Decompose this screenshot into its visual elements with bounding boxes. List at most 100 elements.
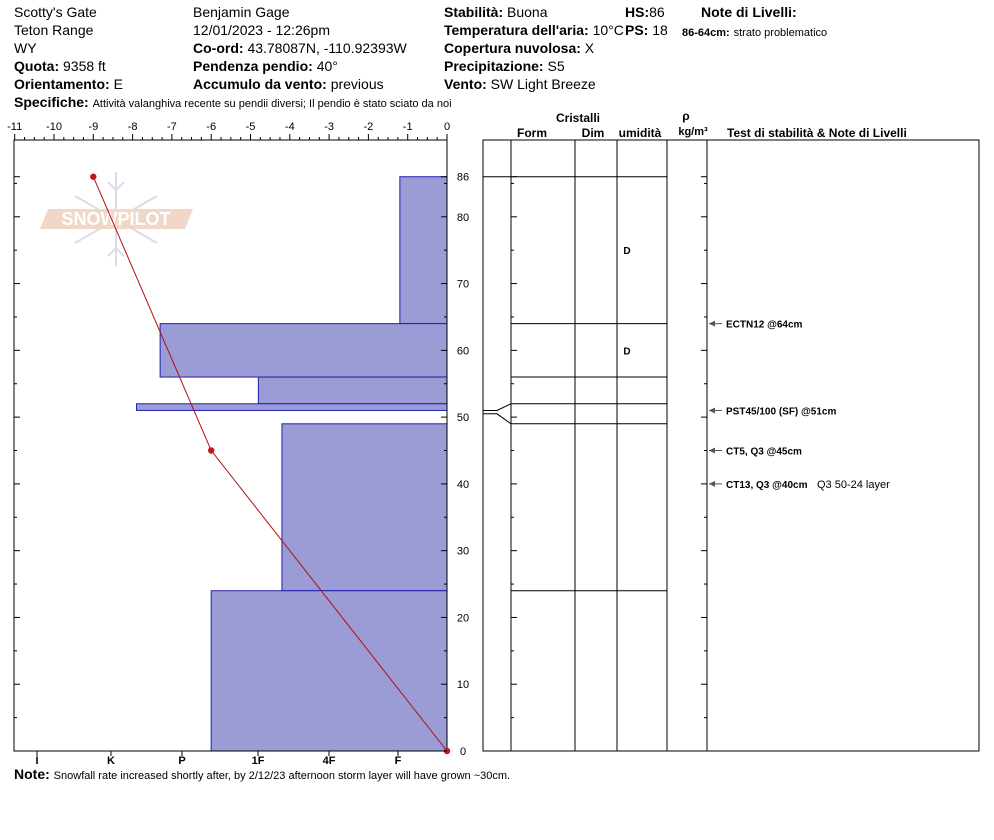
stability-test-label: CT5, Q3 @45cm xyxy=(726,447,802,458)
temp-tick-label: -3 xyxy=(324,121,334,133)
stability-row: Stabilità: Buona xyxy=(444,4,548,21)
coord-row: Co-ord: 43.78087N, -110.92393W xyxy=(193,40,407,57)
test-arrow-head xyxy=(709,407,715,414)
snowpilot-logo: SNOWPILOT xyxy=(40,172,193,266)
hs-row: HS:86 xyxy=(625,4,665,21)
hardness-label: 1F xyxy=(252,755,265,767)
wind-value: SW Light Breeze xyxy=(490,76,596,92)
observer-name: Benjamin Gage xyxy=(193,4,290,20)
moisture-value: D xyxy=(623,346,630,357)
test-arrow-head xyxy=(709,320,715,327)
temp-tick-label: -10 xyxy=(46,121,62,133)
height-tick-label: 30 xyxy=(457,546,469,558)
height-tick-label: 10 xyxy=(457,679,469,691)
height-tick-label: 50 xyxy=(457,412,469,424)
sky-value: X xyxy=(584,40,595,56)
hardness-label: I xyxy=(35,755,38,767)
wind-row: Vento: SW Light Breeze xyxy=(444,76,596,93)
note-text: Snowfall rate increased shortly after, b… xyxy=(53,770,511,782)
stability-test-label: ECTN12 @64cm xyxy=(726,320,803,331)
temp-tick-label: -7 xyxy=(167,121,177,133)
specifics-text: Attività valanghiva recente su pendii di… xyxy=(92,98,452,110)
temp-tick-label: -2 xyxy=(364,121,374,133)
header-density-unit: kg/m³ xyxy=(678,126,708,138)
coord-label: Co-ord: xyxy=(193,40,244,56)
logo-text: SNOWPILOT xyxy=(62,209,171,229)
state: WY xyxy=(14,40,37,56)
wind-loading-value: previous xyxy=(330,76,384,92)
ps-value: 18 xyxy=(652,22,668,38)
temp-tick-label: -8 xyxy=(128,121,138,133)
stability-label: Stabilità: xyxy=(444,4,504,20)
layer-note-range: 86-64cm: xyxy=(682,27,730,39)
wind-label: Vento: xyxy=(444,76,487,92)
mountain-range: Teton Range xyxy=(14,22,94,38)
precip-row: Precipitazione: S5 xyxy=(444,58,565,75)
hardness-layer-bar xyxy=(159,323,448,378)
aspect-value: E xyxy=(113,76,123,92)
stability-value: Buona xyxy=(507,4,548,20)
temperature-point xyxy=(90,173,97,180)
hardness-label: K xyxy=(107,755,115,767)
temp-tick-label: -5 xyxy=(246,121,256,133)
header-cristalli: Cristalli xyxy=(556,111,600,125)
slope-label: Pendenza pendio: xyxy=(193,58,313,74)
note-label: Note: xyxy=(14,766,50,782)
layer-connector xyxy=(483,403,512,411)
moisture-value: D xyxy=(623,246,630,257)
precip-label: Precipitazione: xyxy=(444,58,544,74)
note-row: Note: Snowfall rate increased shortly af… xyxy=(14,766,510,785)
air-temp-row: Temperatura dell'aria: 10°C xyxy=(444,22,624,39)
stability-test-label: PST45/100 (SF) @51cm xyxy=(726,406,836,417)
hardness-layer-bar xyxy=(210,590,448,752)
aspect-label: Orientamento: xyxy=(14,76,110,92)
header-umidita: umidità xyxy=(619,126,662,140)
temp-tick-label: -4 xyxy=(285,121,295,133)
elevation-value: 9358 ft xyxy=(63,58,106,74)
height-tick-label: 80 xyxy=(457,212,469,224)
temp-tick-label: -11 xyxy=(7,121,22,133)
hardness-label: P xyxy=(178,755,185,767)
stability-test-note: Q3 50-24 layer xyxy=(817,479,890,491)
temp-tick-label: -6 xyxy=(206,121,216,133)
hardness-layer-bar xyxy=(281,423,448,592)
layer-connector xyxy=(483,413,512,425)
column-headers: Cristalli Form Dim umidità ρ kg/m³ Test … xyxy=(517,109,907,140)
layer-notes-title: Note di Livelli: xyxy=(701,4,797,20)
test-arrow-head xyxy=(709,447,715,454)
specifics-row: Specifiche: Attività valanghiva recente … xyxy=(14,94,452,113)
header-tests: Test di stabilità & Note di Livelli xyxy=(727,126,907,140)
header-form: Form xyxy=(517,126,547,140)
temp-tick-label: -9 xyxy=(88,121,98,133)
ps-label: PS: xyxy=(625,22,649,38)
elevation-label: Quota: xyxy=(14,58,60,74)
sky-label: Copertura nuvolosa: xyxy=(444,40,581,56)
hs-label: HS: xyxy=(625,4,650,20)
temp-tick-label: 0 xyxy=(444,121,450,133)
observation-datetime: 12/01/2023 - 12:26pm xyxy=(193,22,330,38)
stability-test-label: CT13, Q3 @40cm xyxy=(726,480,808,491)
height-tick-label: 60 xyxy=(457,345,469,357)
logo-banner xyxy=(40,209,193,229)
ps-row: PS: 18 xyxy=(625,22,668,39)
coord-value: 43.78087N, -110.92393W xyxy=(247,40,407,56)
slope-value: 40° xyxy=(316,58,338,74)
air-temp-value: 10°C xyxy=(592,22,624,38)
header-rho: ρ xyxy=(682,109,689,123)
layer-note-text: strato problematico xyxy=(733,27,828,39)
height-tick-label: 0 xyxy=(460,746,466,758)
specifics-label: Specifiche: xyxy=(14,94,89,110)
test-arrow-head xyxy=(709,480,715,487)
wind-loading-label: Accumulo da vento: xyxy=(193,76,327,92)
hardness-layer-bar xyxy=(257,376,448,405)
sky-row: Copertura nuvolosa: X xyxy=(444,40,594,57)
location-name: Scotty's Gate xyxy=(14,4,97,20)
height-tick-label: 20 xyxy=(457,612,469,624)
air-temp-label: Temperatura dell'aria: xyxy=(444,22,589,38)
hardness-layer-bar xyxy=(136,403,448,411)
wind-loading-row: Accumulo da vento: previous xyxy=(193,76,384,93)
hardness-label: 4F xyxy=(323,755,336,767)
temperature-point xyxy=(208,447,215,454)
aspect-row: Orientamento: E xyxy=(14,76,123,93)
